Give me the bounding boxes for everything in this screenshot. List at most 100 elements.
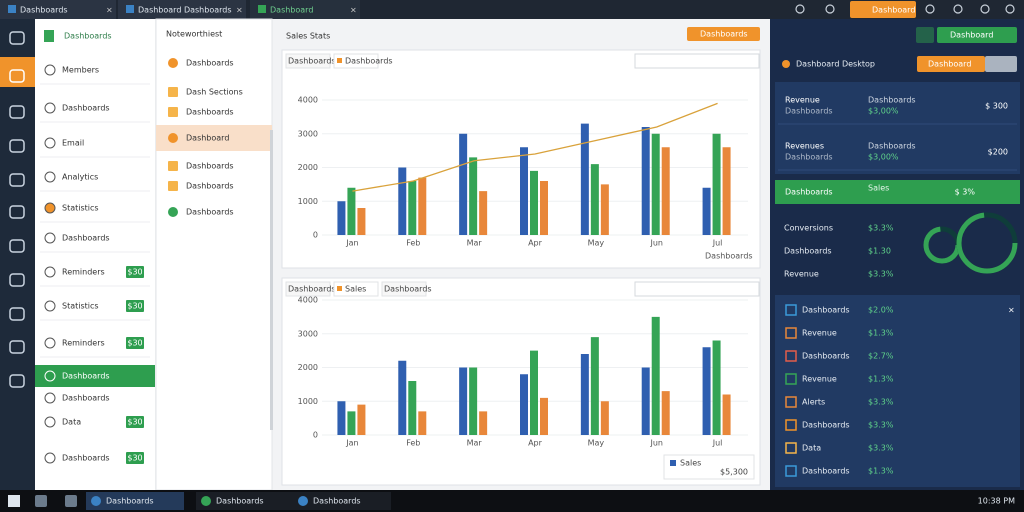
rail-icon[interactable]	[9, 31, 25, 45]
bar	[661, 147, 670, 235]
taskbar-item[interactable]	[196, 492, 294, 510]
rail-icon[interactable]	[9, 69, 25, 83]
chart-search[interactable]	[634, 281, 760, 297]
header-icon	[980, 4, 990, 14]
panel-item-icon	[168, 161, 178, 171]
list-icon[interactable]	[785, 373, 797, 385]
list-value: $3.3%	[868, 421, 894, 430]
rail-icon[interactable]	[9, 273, 25, 287]
rail-icon[interactable]	[9, 105, 25, 119]
panel-item-label: Dashboard	[186, 134, 229, 143]
tab-icon	[8, 5, 16, 13]
sidebar-item-icon	[44, 171, 56, 183]
chart-search[interactable]	[634, 53, 760, 69]
taskbar-item[interactable]	[86, 492, 184, 510]
tab-icon	[258, 5, 266, 13]
x-tick-label: Mar	[467, 239, 483, 248]
right-button-label: Dashboard	[950, 31, 993, 40]
list-icon[interactable]	[785, 442, 797, 454]
main-button-label: Dashboards	[700, 30, 748, 39]
bar	[357, 208, 366, 235]
right-button[interactable]	[937, 27, 1017, 43]
start-button[interactable]	[8, 495, 20, 507]
rail-icon[interactable]	[9, 374, 25, 388]
right-icon-button[interactable]	[916, 27, 934, 43]
metric-label: Dashboards	[784, 247, 832, 256]
sidebar-badge-label: $30	[127, 418, 142, 427]
x-tick-label: Jun	[649, 239, 663, 248]
list-icon[interactable]	[785, 350, 797, 362]
sidebar-item-label: Members	[62, 66, 99, 75]
taskbar-item-icon	[91, 496, 101, 506]
header-icon	[953, 4, 963, 14]
donut-ring	[956, 212, 1018, 274]
tab[interactable]	[118, 0, 246, 19]
main-button[interactable]	[687, 27, 760, 41]
section-button-alt[interactable]	[985, 56, 1017, 72]
rail-icon[interactable]	[9, 139, 25, 153]
y-tick-label: 4000	[298, 296, 318, 305]
chart-tab-label: Dashboards	[288, 285, 336, 294]
metric-value: $3.3%	[868, 270, 894, 279]
rail-icon[interactable]	[9, 205, 25, 219]
y-tick-label: 0	[313, 431, 318, 440]
rail-icon[interactable]	[9, 340, 25, 354]
chart-tab[interactable]	[285, 281, 331, 297]
list-icon[interactable]	[785, 396, 797, 408]
list-label: Dashboards	[802, 421, 850, 430]
panel-title: Noteworthiest	[166, 30, 222, 39]
tab[interactable]	[250, 0, 360, 19]
sidebar-item[interactable]	[35, 132, 155, 154]
panel-item-label: Dashboards	[186, 162, 234, 171]
list-icon[interactable]	[785, 465, 797, 477]
bar	[712, 340, 721, 435]
sidebar-item-label: Dashboards	[62, 454, 110, 463]
header-button[interactable]	[850, 1, 916, 18]
chart-tab[interactable]	[333, 281, 379, 297]
tab[interactable]	[0, 0, 116, 19]
bar	[661, 391, 670, 435]
x-tick-label: Jun	[649, 439, 663, 448]
chart-tab[interactable]	[285, 53, 331, 69]
summary-sub: Dashboards	[785, 107, 833, 116]
bar	[459, 133, 468, 235]
taskbar-time: 10:38 PM	[978, 497, 1015, 506]
y-tick-label: 3000	[298, 329, 318, 338]
metric-label: Revenue	[784, 270, 819, 279]
list-label: Dashboards	[802, 352, 850, 361]
chart-tab[interactable]	[333, 53, 379, 69]
sidebar-item-icon	[44, 137, 56, 149]
taskbar-item-icon	[298, 496, 308, 506]
section-button[interactable]	[917, 56, 985, 72]
rail-icon[interactable]	[9, 173, 25, 187]
legend-swatch	[670, 460, 676, 466]
chart-tab[interactable]	[381, 281, 427, 297]
highlight-row[interactable]	[775, 180, 1020, 204]
taskbar-item[interactable]	[293, 492, 391, 510]
x-tick-label: Jan	[345, 439, 358, 448]
list-icon[interactable]	[785, 327, 797, 339]
chart-footer: $5,300	[720, 468, 748, 477]
summary-label: Revenue	[785, 96, 820, 105]
list-icon[interactable]	[785, 304, 797, 316]
rail-icon[interactable]	[9, 307, 25, 321]
taskbar-icon[interactable]	[65, 495, 77, 507]
rail-icon[interactable]	[9, 239, 25, 253]
bar	[722, 394, 731, 435]
sidebar-item-active[interactable]	[35, 365, 155, 387]
section-icon	[782, 60, 790, 68]
sidebar-item-icon	[44, 202, 56, 214]
sidebar-badge	[126, 452, 144, 464]
y-tick-label: 2000	[298, 163, 318, 172]
chart-tab-label: Sales	[345, 285, 366, 294]
list-icon[interactable]	[785, 419, 797, 431]
bar	[530, 170, 538, 235]
sidebar-item-label: Dashboards	[62, 372, 110, 381]
sidebar-item-label: Reminders	[62, 339, 105, 348]
bar	[398, 167, 407, 235]
section-title: Dashboard Desktop	[796, 60, 875, 69]
y-tick-label: 1000	[298, 197, 318, 206]
list-close: ×	[1008, 306, 1015, 315]
sidebar-item-label: Statistics	[62, 204, 99, 213]
taskbar-icon[interactable]	[35, 495, 47, 507]
